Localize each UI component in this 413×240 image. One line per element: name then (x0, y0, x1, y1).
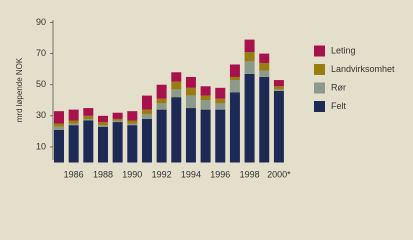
bar-segment (97, 115, 108, 123)
bar-segment (141, 109, 152, 115)
y-tick-label: 50 (36, 79, 46, 89)
bar-segment (244, 39, 255, 53)
bar-segment (83, 115, 94, 119)
y-tick-label: 30 (36, 110, 46, 120)
bar-segment (259, 53, 270, 63)
bar-segment (97, 122, 108, 126)
legend-swatch (314, 101, 325, 112)
legend-label: Landvirksomhet (331, 64, 395, 74)
bar-segment (83, 118, 94, 121)
x-tick-label: 1986 (64, 169, 84, 179)
bar-segment (127, 120, 138, 124)
legend-swatch (314, 64, 325, 75)
bar-segment (156, 103, 167, 110)
bar-segment (229, 76, 240, 81)
chart: mrd løpende NOK 10 30 50 70 90 1986 1988 1990 19… (15, 17, 395, 180)
legend-swatch (314, 82, 325, 94)
legend-label: Leting (331, 45, 356, 55)
bar-segment (273, 80, 284, 87)
bar-segment (171, 72, 182, 82)
bar-segment (229, 64, 240, 77)
bar-segment (112, 112, 123, 119)
y-tick-label: 70 (36, 48, 46, 58)
bar-segment (273, 86, 284, 90)
legend-label: Rør (331, 82, 346, 92)
bar-segment (141, 95, 152, 110)
bar-segment (200, 86, 211, 96)
bar-segment (185, 87, 196, 96)
bar-segment (97, 125, 108, 127)
bar-segment (127, 125, 138, 163)
x-tick-label: 1988 (93, 169, 113, 179)
bar-segment (244, 52, 255, 62)
bar-segment (200, 95, 211, 101)
bar-segment (171, 89, 182, 98)
legend-swatch (314, 45, 325, 57)
x-tick-label: 1990 (122, 169, 142, 179)
bar-segment (54, 123, 64, 127)
bar-segment (273, 89, 284, 91)
bar-segment (185, 76, 196, 88)
bar-segment (127, 123, 138, 126)
bar-segment (68, 109, 79, 121)
bar-segment (97, 126, 108, 163)
bar-segment (215, 103, 226, 110)
bar-segment (200, 100, 211, 110)
bar-segment (259, 62, 270, 71)
bar-segment (200, 109, 211, 163)
bar-segment (141, 114, 152, 119)
bar-segment (54, 129, 64, 163)
bar-segment (127, 111, 138, 121)
bar-segment (68, 125, 79, 163)
bar-segment (68, 123, 79, 126)
x-tick-label: 1996 (210, 169, 230, 179)
x-tick-label: 1992 (152, 169, 172, 179)
bar-segment (244, 61, 255, 74)
y-axis-label: mrd løpende NOK (15, 57, 24, 122)
x-tick-label: 2000* (267, 169, 291, 179)
x-tick-label: 1998 (240, 169, 260, 179)
bar-segment (273, 90, 284, 163)
bar-segment (185, 95, 196, 109)
bar-segment (141, 118, 152, 163)
bar-segment (229, 92, 240, 163)
bar-segment (68, 120, 79, 124)
bar-segment (83, 120, 94, 163)
bar-segment (156, 84, 167, 99)
bar-segment (215, 98, 226, 104)
bar-segment (83, 108, 94, 116)
bar-segment (54, 126, 64, 130)
bar-segment (112, 122, 123, 163)
y-tick-label: 10 (36, 141, 46, 151)
bar-segment (229, 80, 240, 93)
bar-segment (185, 108, 196, 163)
bar-segment (244, 73, 255, 163)
bar-segment (171, 81, 182, 90)
bar-segment (171, 97, 182, 163)
bar-segment (215, 87, 226, 99)
bar-segment (156, 98, 167, 104)
bar-segment (259, 70, 270, 77)
bar-segment (54, 111, 64, 124)
bar-segment (112, 120, 123, 123)
bar-segment (156, 109, 167, 163)
legend-label: Felt (331, 101, 347, 111)
bar-segment (259, 76, 270, 163)
y-tick-label: 90 (36, 17, 46, 27)
bar-segment (112, 118, 123, 121)
bar-segment (215, 109, 226, 163)
x-tick-label: 1994 (181, 169, 201, 179)
